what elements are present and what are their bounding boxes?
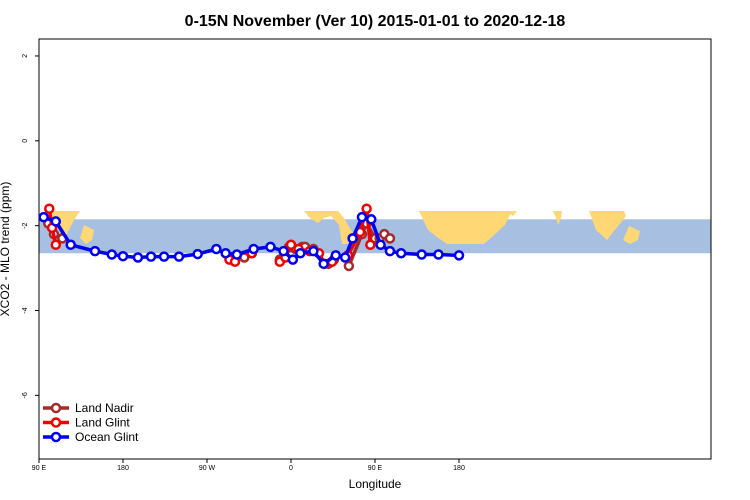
x-axis-label: Longitude (349, 477, 402, 491)
data-point (384, 245, 396, 257)
data-point (453, 250, 465, 261)
data-point (366, 214, 377, 225)
x-tick-label: 90 E (32, 465, 47, 472)
data-point (375, 239, 386, 251)
chart-title: 0-15N November (Ver 10) 2015-01-01 to 20… (185, 13, 566, 30)
land-india (553, 211, 562, 225)
data-point (356, 211, 368, 223)
data-point (39, 211, 49, 223)
data-point (416, 249, 427, 260)
data-point (395, 247, 407, 259)
data-point (343, 260, 355, 272)
data-point (44, 203, 55, 214)
data-point (117, 250, 129, 262)
series-ocean-glint (39, 211, 465, 270)
land-islands (623, 226, 640, 244)
data-point (220, 247, 231, 259)
x-tick-label: 90 W (199, 465, 216, 472)
data-point (339, 252, 351, 263)
data-point (173, 251, 185, 262)
x-tick-label: 180 (117, 465, 129, 472)
data-point (361, 203, 372, 214)
data-point (65, 239, 76, 251)
y-axis: 2 0 -2 -4 -6 (22, 54, 39, 398)
data-point (50, 239, 62, 251)
data-point (106, 249, 118, 260)
data-point (192, 248, 203, 260)
x-tick-label: 180 (453, 465, 465, 472)
land-south-asia (589, 211, 626, 240)
legend-item: Land Nadir (43, 401, 134, 415)
land-africa (419, 211, 512, 244)
data-point (318, 258, 329, 270)
data-point (211, 243, 222, 255)
legend-label: Ocean Glint (75, 430, 139, 444)
y-tick-label: 2 (22, 54, 29, 58)
land-east-africa-tip (506, 211, 517, 216)
data-point (132, 252, 144, 263)
land-americas (304, 211, 360, 244)
data-point (295, 247, 306, 259)
data-point (265, 241, 276, 253)
legend-label: Land Glint (75, 416, 130, 430)
legend-label: Land Nadir (75, 401, 134, 415)
data-point (231, 249, 243, 260)
data-point (365, 239, 376, 251)
data-point (145, 251, 157, 262)
data-point (347, 233, 358, 244)
data-point (384, 233, 396, 244)
data-point (330, 250, 342, 261)
legend-swatch-marker (50, 431, 62, 443)
y-tick-label: -4 (22, 307, 29, 313)
data-point (308, 245, 319, 257)
legend-swatch-marker (50, 402, 62, 414)
land-west-islands (80, 225, 94, 244)
legend-swatch-marker (50, 417, 62, 428)
data-point (248, 243, 259, 255)
legend-item: Land Glint (43, 416, 130, 430)
data-point (158, 251, 170, 262)
data-point (287, 254, 299, 265)
legend-item: Ocean Glint (43, 430, 139, 444)
data-point (278, 245, 289, 257)
x-tick-label: 0 (289, 465, 293, 472)
y-tick-label: -6 (22, 392, 29, 398)
data-point (50, 216, 62, 227)
y-axis-label: XCO2 - MLO trend (ppm) (0, 182, 12, 317)
map-land (48, 211, 640, 244)
series-layer (39, 203, 465, 272)
data-point (285, 239, 297, 251)
data-point (89, 245, 101, 257)
y-tick-label: -2 (22, 222, 29, 228)
y-tick-label: 0 (22, 139, 29, 143)
x-tick-label: 90 E (368, 465, 383, 472)
x-axis: 90 E 180 90 W 0 90 E 180 (32, 459, 465, 472)
data-point (433, 249, 444, 260)
